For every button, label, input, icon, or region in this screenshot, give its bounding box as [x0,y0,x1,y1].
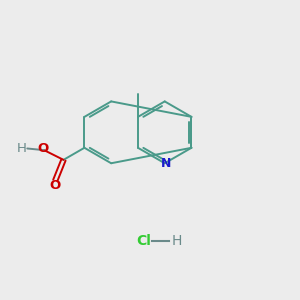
Text: H: H [17,142,27,155]
Text: O: O [37,142,48,155]
Text: Cl: Cl [137,234,152,248]
Text: H: H [171,234,182,248]
Text: N: N [161,157,171,170]
Text: O: O [50,179,61,192]
